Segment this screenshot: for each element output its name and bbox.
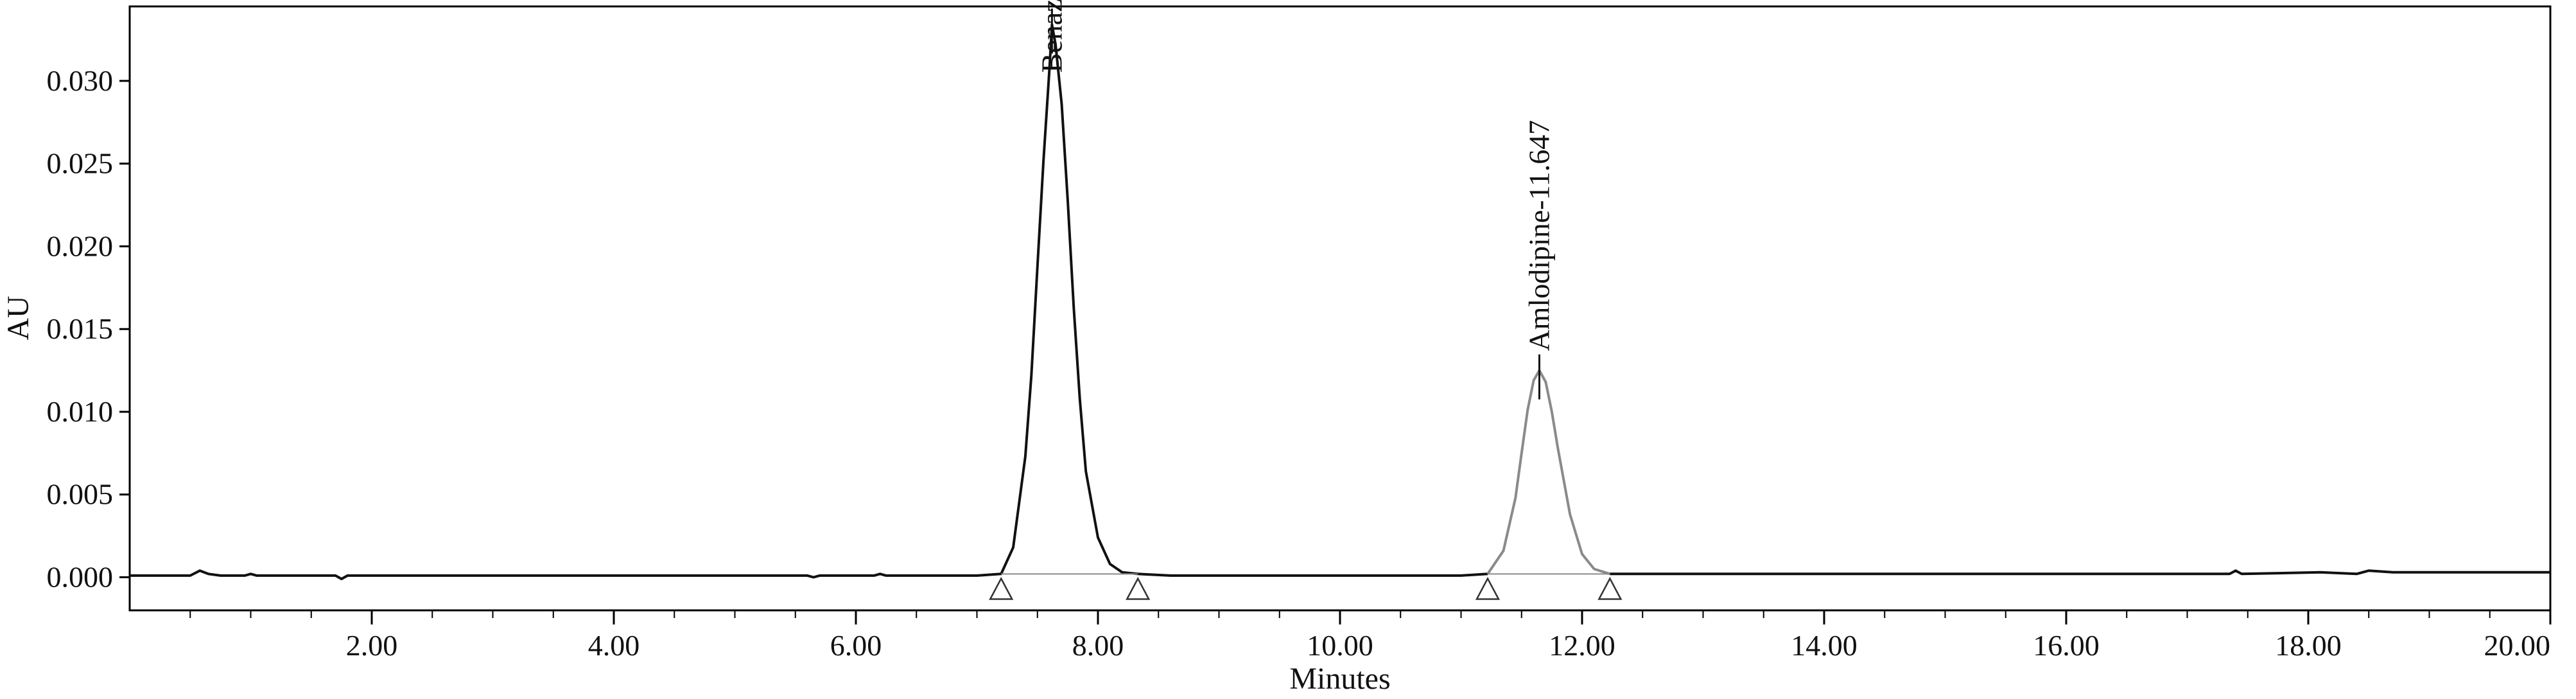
peak-label: Benazepril-7.620 xyxy=(1035,0,1068,73)
x-tick-label: 6.00 xyxy=(830,629,882,662)
x-axis-title: Minutes xyxy=(1289,662,1390,696)
x-tick-label: 14.00 xyxy=(1791,629,1858,662)
baseline-marker-triangle xyxy=(989,576,1014,600)
baseline-marker-triangle xyxy=(1126,576,1151,600)
x-tick-label: 20.00 xyxy=(2484,629,2551,662)
x-tick-label: 16.00 xyxy=(2033,629,2100,662)
x-tick-label: 8.00 xyxy=(1072,629,1124,662)
x-tick-label: 10.00 xyxy=(1307,629,1373,662)
y-axis: 0.000 0.005 0.010 0.015 0.020 0.025 0.030 xyxy=(47,64,130,593)
trace-line-main xyxy=(130,23,1488,581)
trace-line-tail xyxy=(1610,569,2550,576)
baseline-marker-triangle xyxy=(1475,576,1501,600)
y-tick-label: 0.030 xyxy=(47,64,114,97)
x-axis: 2.00 4.00 6.00 8.00 10.00 12.00 14.00 16.00 18.0… xyxy=(189,610,2552,662)
x-tick-label: 18.00 xyxy=(2275,629,2342,662)
y-tick-label: 0.025 xyxy=(47,147,114,180)
y-tick-label: 0.020 xyxy=(47,229,114,262)
peak-labels: Benazepril-7.620 Amlodipine-11.647 xyxy=(1035,0,1555,400)
series-layer xyxy=(130,23,2550,581)
y-tick-label: 0.000 xyxy=(47,560,114,593)
y-tick-label: 0.010 xyxy=(47,395,114,428)
x-tick-label: 4.00 xyxy=(588,629,640,662)
plot-frame xyxy=(128,5,2552,612)
trace-line-amlodipine xyxy=(1486,369,1610,576)
y-tick-label: 0.005 xyxy=(47,478,114,511)
y-tick-label: 0.015 xyxy=(47,312,114,345)
y-axis-title: AU xyxy=(1,296,35,340)
x-tick-label: 2.00 xyxy=(346,629,398,662)
peak-label: Amlodipine-11.647 xyxy=(1522,120,1555,351)
baseline-marker-triangle xyxy=(1597,576,1623,600)
baseline-markers xyxy=(989,576,1623,600)
x-tick-label: 12.00 xyxy=(1549,629,1615,662)
